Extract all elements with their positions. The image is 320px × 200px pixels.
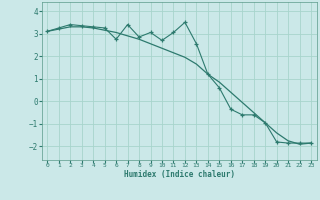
X-axis label: Humidex (Indice chaleur): Humidex (Indice chaleur) — [124, 170, 235, 179]
